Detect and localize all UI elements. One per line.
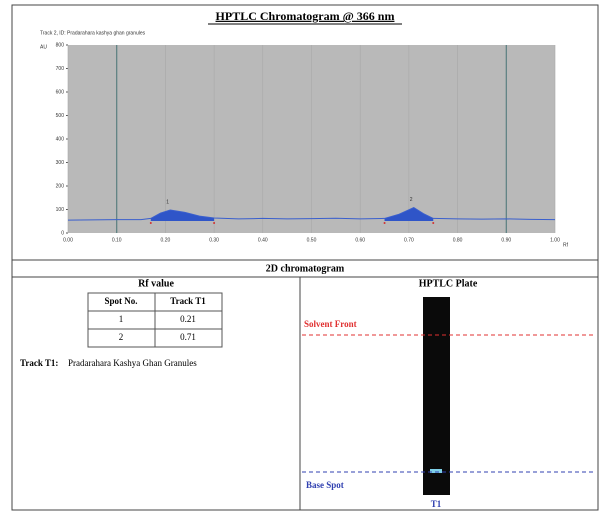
x-tick-label: 0.50 [307,237,317,243]
chart-title: HPTLC Chromatogram @ 366 nm [216,9,395,23]
peak-end [213,222,215,224]
solvent-front-label: Solvent Front [304,319,357,329]
track-label: T1 [431,499,442,509]
chart-subtitle: Track 2, ID: Pradarahara kashya ghan gra… [40,30,146,36]
peak-label: 1 [166,199,169,205]
y-tick-label: 500 [56,113,65,119]
x-tick-label: 0.20 [161,237,171,243]
plate-title: HPTLC Plate [419,278,478,289]
y-tick-label: 0 [61,230,64,236]
x-axis-label: Rf [563,242,569,248]
track-note-text: Pradarahara Kashya Ghan Granules [68,358,197,368]
plate [423,297,450,495]
table-header: Track T1 [170,296,206,306]
base-spot-label: Base Spot [306,480,344,490]
y-tick-label: 800 [56,42,65,48]
peak-start [384,222,386,224]
y-tick-label: 600 [56,89,65,95]
table-title: Rf value [138,278,174,289]
x-tick-label: 1.00 [550,237,560,243]
table-cell: 1 [119,314,124,324]
x-tick-label: 0.30 [209,237,219,243]
peak-end [432,222,434,224]
x-tick-label: 0.10 [112,237,122,243]
section-title: 2D chromatogram [266,263,345,274]
x-tick-label: 0.70 [404,237,414,243]
x-tick-label: 0.00 [63,237,73,243]
peak-label: 2 [410,197,413,203]
table-cell: 0.71 [180,332,196,342]
y-axis-label: AU [40,44,47,50]
track-note-label: Track T1: [20,358,58,368]
y-tick-label: 100 [56,207,65,213]
table-header: Spot No. [104,296,137,306]
y-tick-label: 300 [56,160,65,166]
x-tick-label: 0.80 [453,237,463,243]
peak-start [150,222,152,224]
x-tick-label: 0.60 [355,237,365,243]
figure: HPTLC Chromatogram @ 366 nm Track 2, ID:… [0,0,609,513]
x-tick-label: 0.90 [501,237,511,243]
y-tick-label: 200 [56,183,65,189]
table-cell: 0.21 [180,314,196,324]
table-cell: 2 [119,332,124,342]
y-tick-label: 700 [56,66,65,72]
y-tick-label: 400 [56,136,65,142]
x-tick-label: 0.40 [258,237,268,243]
page: HPTLC Chromatogram @ 366 nm Track 2, ID:… [0,0,609,518]
